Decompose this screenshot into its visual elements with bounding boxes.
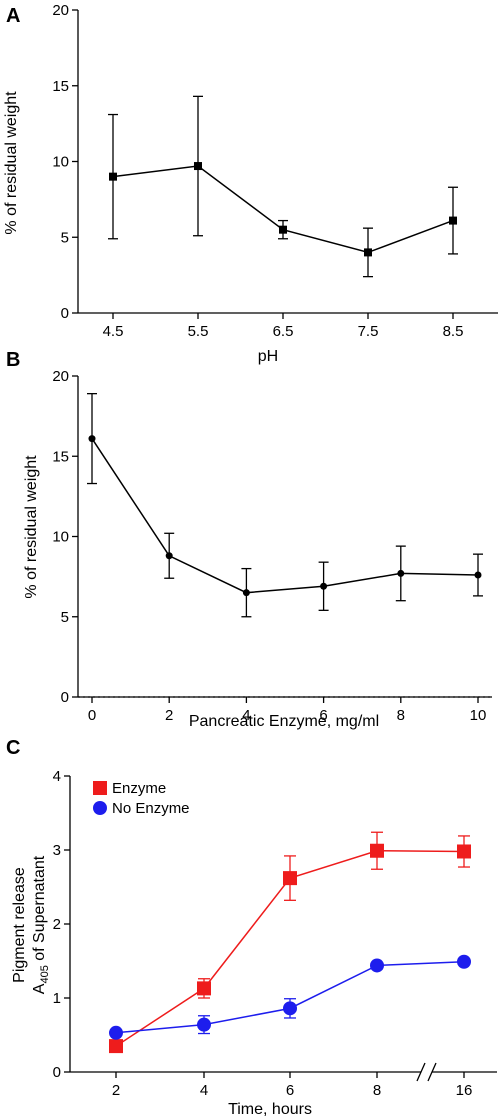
panel-b-y-tick-label-4: 20 xyxy=(52,368,69,385)
panel-c-y-axis-title-line1: Pigment release xyxy=(11,867,28,983)
panel-a-point-1 xyxy=(194,162,202,171)
panel-c: C Pigment release A405 of Supernatant Ti… xyxy=(6,737,312,1118)
panel-b-point-5 xyxy=(474,571,482,579)
panel-a-letter: A xyxy=(6,5,20,27)
panel-c-x-axis-title: Time, hours xyxy=(228,1101,312,1118)
panel-c-y-tick-label-4: 4 xyxy=(53,768,61,785)
panel-a-y-axis-title: % of residual weight xyxy=(3,91,20,235)
panel-a-y-tick-label-0: 0 xyxy=(61,305,69,322)
panel-a-point-0 xyxy=(109,172,117,181)
panel-a-y-tick-label-4: 20 xyxy=(52,2,69,19)
panel-c-axis-break-mark-2 xyxy=(427,1062,437,1082)
panel-a-series-line xyxy=(112,165,454,254)
panel-a-point-2 xyxy=(279,225,287,234)
panel-b-y-tick-label-2: 10 xyxy=(52,529,69,546)
panel-c-axis-break-mark-1 xyxy=(416,1062,426,1082)
panel-c-legend-no-enzyme-marker xyxy=(93,801,107,815)
panel-c-y-tick-label-2: 2 xyxy=(53,916,61,933)
panel-c-legend-enzyme-label: Enzyme xyxy=(112,780,166,797)
panel-c-plot: 0 1 2 3 4 2 4 6 8 16 Enzyme No Enzyme xyxy=(53,768,497,1099)
panel-a-plot: 0 5 10 15 20 4.5 5.5 6.5 7.5 8.5 xyxy=(52,2,498,340)
panel-c-x-tick-label-1: 4 xyxy=(200,1082,208,1099)
panel-c-y-tick-label-1: 1 xyxy=(53,990,61,1007)
plot-layer: 0 5 10 15 20 4.5 5.5 6.5 7.5 8.5 0 5 10 15 20 0 2 4 6 8 10 0 1… xyxy=(52,2,498,1099)
panel-a-x-tick-label-1: 5.5 xyxy=(188,323,209,340)
panel-c-y-tick-label-0: 0 xyxy=(53,1064,61,1081)
panel-c-letter: C xyxy=(6,737,20,759)
panel-b-x-axis-title: Pancreatic Enzyme, mg/ml xyxy=(189,713,379,730)
panel-c-no-enzyme-point-1 xyxy=(197,1017,211,1032)
panel-b-y-tick-label-1: 5 xyxy=(61,609,69,626)
panel-b-y-axis-title: % of residual weight xyxy=(23,455,40,599)
panel-b-y-tick-label-3: 15 xyxy=(52,448,69,465)
panel-b: B % of residual weight Pancreatic Enzyme… xyxy=(6,349,379,730)
panel-c-no-enzyme-point-3 xyxy=(370,958,384,973)
panel-a-x-axis-title: pH xyxy=(258,348,278,365)
panel-c-legend-no-enzyme-label: No Enzyme xyxy=(112,800,190,817)
panel-c-x-tick-label-4: 16 xyxy=(456,1082,473,1099)
panel-b-x-tick-label-4: 8 xyxy=(397,707,405,724)
panel-c-y-axis-title-line2: A405 of Supernatant xyxy=(31,855,51,994)
panel-c-no-enzyme-point-2 xyxy=(283,1001,297,1016)
panel-b-point-3 xyxy=(320,582,328,590)
panel-a: A % of residual weight pH xyxy=(3,5,278,365)
panel-c-no-enzyme-point-4 xyxy=(457,954,471,969)
panel-c-no-enzyme-series-line xyxy=(115,960,465,1034)
panel-a-y-tick-label-1: 5 xyxy=(61,229,69,246)
panel-a-point-4 xyxy=(449,216,457,225)
panel-b-letter: B xyxy=(6,349,20,371)
panel-b-plot: 0 5 10 15 20 0 2 4 6 8 10 xyxy=(52,368,492,724)
panel-b-x-tick-label-2: 4 xyxy=(242,707,250,724)
panel-b-point-1 xyxy=(165,552,173,560)
panel-c-no-enzyme-point-0 xyxy=(109,1025,123,1040)
panel-c-enzyme-point-2 xyxy=(283,871,297,886)
panel-b-point-0 xyxy=(88,435,96,443)
panel-a-x-tick-label-3: 7.5 xyxy=(358,323,379,340)
panel-a-y-tick-label-2: 10 xyxy=(52,154,69,171)
panel-c-x-tick-label-2: 6 xyxy=(286,1082,294,1099)
panel-b-x-tick-label-0: 0 xyxy=(88,707,96,724)
panel-c-enzyme-point-0 xyxy=(109,1039,123,1054)
panel-b-x-tick-label-1: 2 xyxy=(165,707,173,724)
panel-b-y-tick-label-0: 0 xyxy=(61,689,69,706)
panel-c-enzyme-point-4 xyxy=(457,844,471,859)
panel-c-enzyme-point-3 xyxy=(370,843,384,858)
panel-a-x-tick-label-4: 8.5 xyxy=(443,323,464,340)
panel-c-x-tick-label-3: 8 xyxy=(373,1082,381,1099)
panel-c-legend: Enzyme No Enzyme xyxy=(93,780,190,817)
panel-b-point-4 xyxy=(397,569,405,577)
panel-c-enzyme-point-1 xyxy=(197,981,211,996)
panel-b-x-tick-label-5: 10 xyxy=(470,707,487,724)
panel-b-series-line xyxy=(91,438,479,594)
panel-b-point-2 xyxy=(242,589,250,597)
panel-a-y-tick-label-3: 15 xyxy=(52,78,69,95)
panel-a-x-tick-label-0: 4.5 xyxy=(103,323,124,340)
panel-c-y-tick-label-3: 3 xyxy=(53,842,61,859)
panel-c-x-tick-label-0: 2 xyxy=(112,1082,120,1099)
panel-a-point-3 xyxy=(364,248,372,257)
panel-c-legend-enzyme-marker xyxy=(93,781,107,795)
panel-a-x-tick-label-2: 6.5 xyxy=(273,323,294,340)
panel-b-x-tick-label-3: 6 xyxy=(319,707,327,724)
